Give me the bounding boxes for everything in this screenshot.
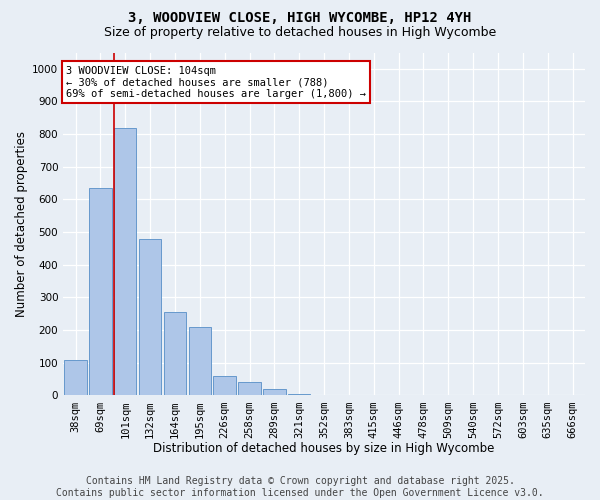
Bar [263, 389, 286, 396]
Bar [64, 360, 87, 396]
Bar [114, 128, 136, 396]
Bar [139, 238, 161, 396]
Bar [362, 395, 385, 396]
Bar [288, 394, 310, 396]
Text: 3, WOODVIEW CLOSE, HIGH WYCOMBE, HP12 4YH: 3, WOODVIEW CLOSE, HIGH WYCOMBE, HP12 4Y… [128, 11, 472, 25]
Text: Size of property relative to detached houses in High Wycombe: Size of property relative to detached ho… [104, 26, 496, 39]
Bar [188, 327, 211, 396]
Bar [238, 382, 261, 396]
Bar [164, 312, 186, 396]
Bar [89, 188, 112, 396]
Text: 3 WOODVIEW CLOSE: 104sqm
← 30% of detached houses are smaller (788)
69% of semi-: 3 WOODVIEW CLOSE: 104sqm ← 30% of detach… [66, 66, 366, 99]
Y-axis label: Number of detached properties: Number of detached properties [15, 131, 28, 317]
Bar [214, 376, 236, 396]
X-axis label: Distribution of detached houses by size in High Wycombe: Distribution of detached houses by size … [154, 442, 495, 455]
Text: Contains HM Land Registry data © Crown copyright and database right 2025.
Contai: Contains HM Land Registry data © Crown c… [56, 476, 544, 498]
